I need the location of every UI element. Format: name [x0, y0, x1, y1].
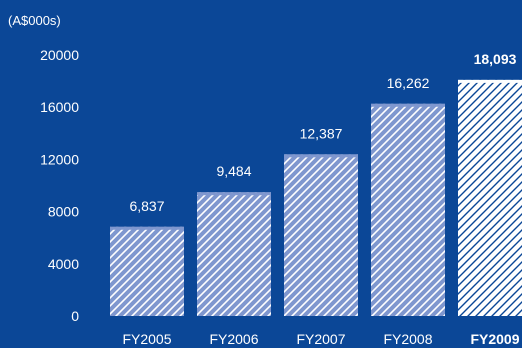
bar-fy2009 [458, 79, 522, 316]
y-tick-label: 16000 [40, 99, 79, 115]
bar-top-edge [110, 226, 184, 230]
bar-fy2005 [110, 226, 184, 316]
x-tick-label: FY2008 [383, 331, 432, 347]
data-label: 12,387 [300, 125, 343, 141]
bar-fy2007 [284, 154, 358, 316]
bar-top-edge [197, 192, 271, 196]
data-label: 9,484 [216, 163, 251, 179]
data-label: 18,093 [474, 51, 517, 67]
x-tick-label: FY2006 [209, 331, 258, 347]
y-axis-ticks: 0 4000 8000 12000 16000 20000 [40, 47, 79, 324]
x-tick-label: FY2005 [122, 331, 171, 347]
x-axis-labels: FY2005 FY2006 FY2007 FY2008 FY2009 [122, 331, 519, 347]
data-label: 16,262 [387, 75, 430, 91]
bar-fy2006 [197, 192, 271, 316]
x-tick-label: FY2009 [470, 331, 519, 347]
y-tick-label: 8000 [48, 204, 79, 220]
bar-top-edge [371, 103, 445, 107]
y-tick-label: 0 [71, 308, 79, 324]
data-labels: 6,837 9,484 12,387 16,262 18,093 [129, 51, 516, 214]
data-label: 6,837 [129, 198, 164, 214]
bar-fy2008 [371, 103, 445, 316]
y-axis-unit-label: (A$000s) [8, 13, 61, 28]
y-tick-label: 20000 [40, 47, 79, 63]
y-tick-label: 4000 [48, 256, 79, 272]
bars [110, 79, 522, 316]
bar-top-edge [284, 154, 358, 158]
y-tick-label: 12000 [40, 151, 79, 167]
x-tick-label: FY2007 [296, 331, 345, 347]
bar-top-edge [458, 79, 522, 83]
